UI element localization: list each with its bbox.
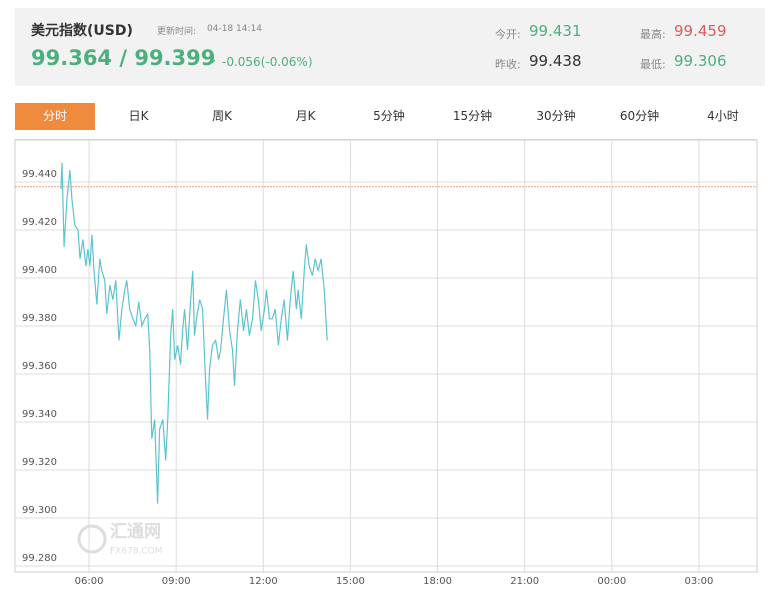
- y-tick-label: 99.360: [22, 361, 57, 372]
- plot-frame: [14, 139, 758, 573]
- y-tick-label: 99.420: [22, 217, 57, 228]
- quote-header: 美元指数(USD) 更新时间: 04-18 14:14 99.364 / 99.…: [15, 8, 765, 86]
- stat-value: 99.431: [529, 22, 582, 40]
- x-tick-label: 18:00: [423, 576, 452, 587]
- x-tick-label: 21:00: [510, 576, 539, 587]
- watermark-site: FX678.COM: [110, 547, 163, 557]
- y-tick-label: 99.300: [22, 505, 57, 516]
- x-tick-label: 09:00: [162, 576, 191, 587]
- change: -0.056(-0.06%): [222, 55, 313, 69]
- y-tick-label: 99.400: [22, 265, 57, 276]
- watermark-name: 汇通网: [110, 522, 161, 542]
- stat-value: 99.306: [674, 52, 727, 70]
- stat-label: 最低:: [640, 58, 666, 71]
- stat-value: 99.459: [674, 22, 727, 40]
- period-tab[interactable]: 周K: [212, 109, 232, 123]
- stat-label: 最高:: [640, 28, 666, 41]
- y-tick-label: 99.340: [22, 409, 57, 420]
- x-tick-label: 00:00: [597, 576, 626, 587]
- period-tab[interactable]: 5分钟: [373, 109, 405, 123]
- update-time: 04-18 14:14: [207, 24, 262, 34]
- period-tab[interactable]: 60分钟: [619, 109, 660, 123]
- update-label: 更新时间:: [157, 27, 197, 37]
- period-tab[interactable]: 30分钟: [536, 109, 576, 123]
- y-tick-label: 99.320: [22, 457, 57, 468]
- price-line: [60, 162, 328, 504]
- period-tab[interactable]: 4小时: [707, 109, 739, 123]
- x-tick-label: 03:00: [685, 576, 714, 587]
- y-tick-label: 99.440: [22, 169, 57, 180]
- title: 美元指数(USD): [31, 23, 133, 39]
- down-arrow: ↓: [207, 52, 218, 67]
- y-tick-label: 99.380: [22, 313, 57, 324]
- period-tab[interactable]: 分时: [15, 103, 95, 130]
- period-tab[interactable]: 月K: [295, 109, 316, 123]
- x-tick-label: 15:00: [336, 576, 365, 587]
- period-tab[interactable]: 15分钟: [452, 109, 493, 123]
- y-tick-label: 99.280: [22, 553, 57, 564]
- period-tab[interactable]: 日K: [128, 109, 149, 123]
- x-tick-label: 12:00: [249, 576, 278, 587]
- x-tick-label: 06:00: [75, 576, 104, 587]
- price: 99.364 / 99.399: [31, 46, 216, 70]
- watermark-logo: [77, 524, 107, 554]
- stat-label: 今开:: [495, 28, 521, 41]
- stat-value: 99.438: [529, 52, 582, 70]
- stat-label: 昨收:: [495, 58, 521, 71]
